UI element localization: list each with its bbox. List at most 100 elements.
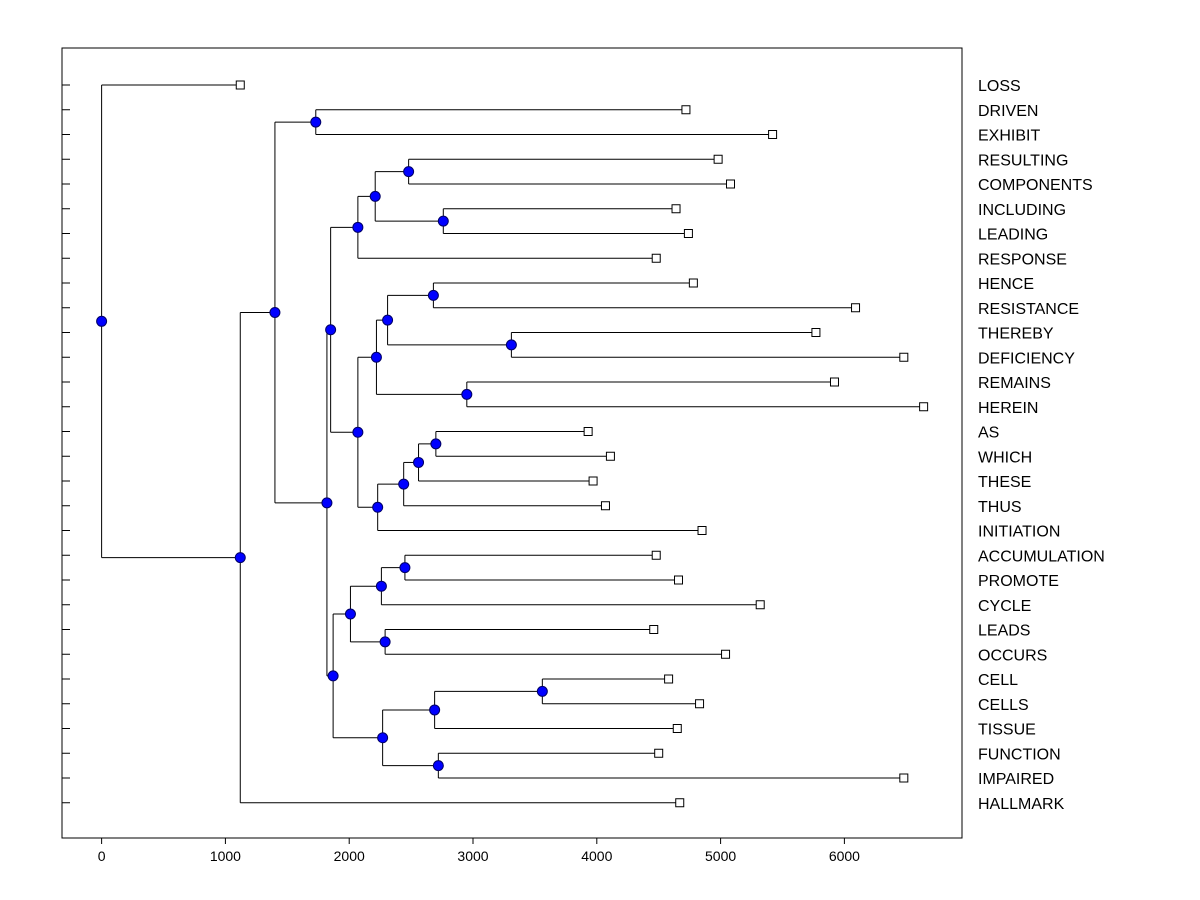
leaf-marker: [683, 229, 693, 238]
leaf-marker: [713, 154, 723, 164]
leaf-marker: [654, 748, 664, 758]
leaf-marker: [671, 204, 681, 214]
leaf-label: AS: [978, 425, 999, 442]
merge-node: [327, 670, 339, 682]
leaf-marker: [664, 674, 674, 684]
leaf-label: WHICH: [978, 449, 1032, 466]
leaf-marker: [919, 402, 929, 412]
merge-node: [430, 438, 442, 450]
y-axis-ticks: [62, 84, 70, 804]
merge-node: [429, 704, 441, 716]
leaf-label: THUS: [978, 499, 1022, 516]
leaf-label: RESPONSE: [978, 251, 1067, 268]
merge-node: [461, 388, 473, 400]
merge-node: [352, 221, 364, 233]
merge-node: [96, 315, 108, 327]
merge-node: [427, 289, 439, 301]
x-tick-label: 0: [98, 848, 106, 864]
leaf-label: PROMOTE: [978, 573, 1059, 590]
dendrogram-links: [101, 84, 924, 804]
leaf-marker: [768, 130, 778, 139]
leaf-label: FUNCTION: [978, 746, 1061, 763]
leaf-marker: [235, 80, 245, 90]
leaf-marker: [651, 550, 661, 560]
leaf-label: CYCLE: [978, 598, 1031, 615]
merge-node: [505, 339, 517, 351]
leaf-label: RESULTING: [978, 152, 1068, 169]
merge-node: [321, 497, 333, 509]
leaf-label: DRIVEN: [978, 103, 1038, 120]
merge-node: [325, 324, 337, 336]
plot-frame: [61, 47, 963, 839]
x-tick-label: 2000: [334, 848, 365, 864]
x-tick-label: 1000: [210, 848, 241, 864]
leaf-label: COMPONENTS: [978, 177, 1093, 194]
x-tick-label: 3000: [457, 848, 488, 864]
leaf-label: OCCURS: [978, 647, 1047, 664]
merge-node: [269, 306, 281, 318]
leaf-label: LOSS: [978, 78, 1021, 95]
leaf-marker: [588, 476, 598, 486]
leaf-markers: [235, 80, 929, 808]
leaf-label: HEREIN: [978, 400, 1038, 417]
leaf-label: THEREBY: [978, 326, 1054, 343]
leaf-marker: [672, 724, 682, 733]
leaf-label: CELLS: [978, 697, 1029, 714]
leaf-marker: [600, 501, 610, 511]
merge-node: [403, 166, 415, 178]
leaf-marker: [697, 526, 707, 535]
leaf-marker: [695, 699, 705, 709]
leaf-label: REMAINS: [978, 375, 1051, 392]
leaf-label: DEFICIENCY: [978, 350, 1075, 367]
leaf-marker: [721, 649, 731, 659]
merge-node: [344, 608, 356, 620]
leaf-marker: [726, 179, 736, 189]
merge-node: [370, 351, 382, 363]
leaf-label: LEADS: [978, 623, 1030, 640]
merge-node: [536, 685, 548, 697]
leaf-label: HENCE: [978, 276, 1034, 293]
merge-node: [377, 732, 389, 744]
leaf-label: LEADING: [978, 227, 1048, 244]
leaf-label: ACCUMULATION: [978, 548, 1105, 565]
leaf-label: THESE: [978, 474, 1031, 491]
leaf-marker: [681, 105, 691, 115]
x-tick-label: 5000: [705, 848, 736, 864]
merge-node: [398, 478, 410, 490]
leaf-label: IMPAIRED: [978, 771, 1054, 788]
leaf-label: TISSUE: [978, 722, 1036, 739]
x-tick-label: 6000: [829, 848, 860, 864]
merge-node: [369, 190, 381, 202]
leaf-marker: [851, 303, 861, 313]
leaf-label: RESISTANCE: [978, 301, 1079, 318]
merge-node: [382, 314, 394, 326]
merge-node: [413, 456, 425, 468]
leaf-label: CELL: [978, 672, 1018, 689]
leaf-marker: [755, 600, 765, 610]
leaf-marker: [688, 278, 698, 288]
leaf-marker: [649, 625, 659, 634]
merge-node: [437, 215, 449, 227]
leaf-marker: [675, 798, 685, 808]
leaf-labels: LOSS DRIVEN EXHIBIT RESULTING COMPONENTS INCL…: [978, 78, 1105, 813]
merge-node: [310, 116, 322, 128]
merge-node: [234, 552, 246, 564]
leaf-marker: [811, 328, 821, 337]
leaf-marker: [899, 352, 909, 362]
leaf-marker: [674, 575, 684, 585]
merge-node: [372, 501, 384, 513]
leaf-label: HALLMARK: [978, 796, 1065, 813]
merge-node: [432, 760, 444, 772]
merge-node: [399, 562, 411, 574]
leaf-marker: [651, 253, 661, 263]
leaf-label: EXHIBIT: [978, 128, 1040, 145]
leaf-marker: [899, 773, 909, 783]
merge-node: [379, 636, 391, 648]
leaf-marker: [583, 427, 593, 436]
leaf-marker: [829, 377, 839, 387]
merge-node: [375, 580, 387, 592]
leaf-marker: [605, 451, 615, 461]
x-axis: 0 1000 2000 3000 4000 5000 6000: [98, 838, 860, 864]
leaf-label: INITIATION: [978, 524, 1060, 541]
